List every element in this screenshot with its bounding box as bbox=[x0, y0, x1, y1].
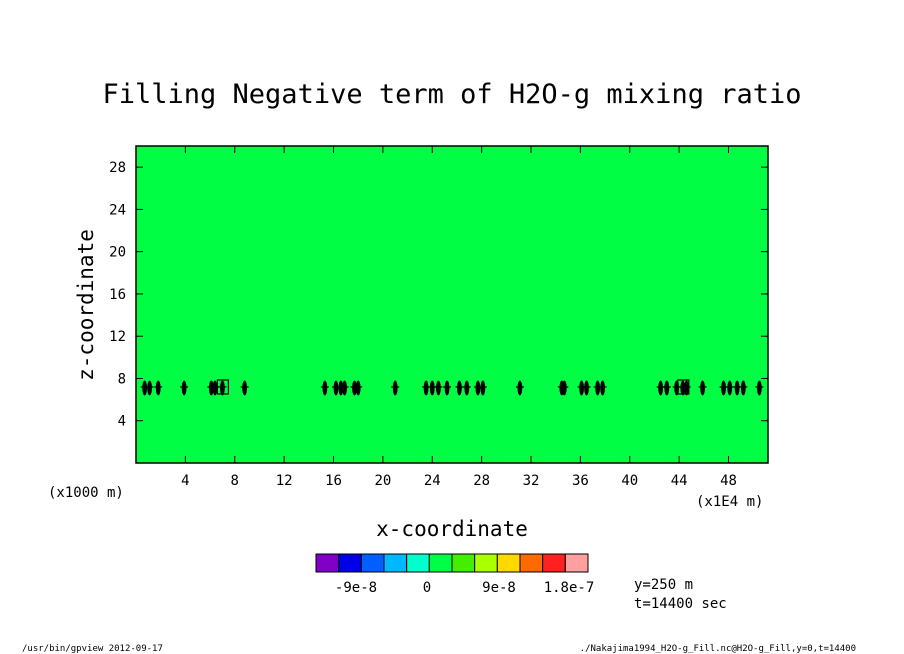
time-annotation: t=14400 sec bbox=[634, 596, 727, 612]
negative-marker bbox=[352, 380, 357, 396]
negative-marker bbox=[561, 380, 567, 396]
negative-marker bbox=[464, 380, 470, 396]
x-tick-label: 36 bbox=[572, 473, 589, 489]
negative-marker bbox=[423, 380, 429, 396]
negative-marker bbox=[684, 380, 689, 396]
y-tick-label: 20 bbox=[109, 245, 126, 261]
negative-marker bbox=[444, 380, 450, 396]
negative-marker bbox=[680, 380, 686, 396]
colorbar-label: 9e-8 bbox=[482, 580, 516, 596]
negative-marker-box bbox=[677, 379, 690, 395]
negative-marker-box bbox=[216, 379, 230, 395]
x-tick-label: 16 bbox=[325, 473, 342, 489]
marker-group bbox=[140, 379, 764, 396]
x-unit-label: (x1E4 m) bbox=[696, 494, 763, 510]
colorbar-cell bbox=[474, 553, 498, 573]
y-slice-annotation: y=250 m bbox=[634, 577, 693, 593]
negative-marker bbox=[658, 380, 664, 396]
colorbar-label: 1.8e-7 bbox=[544, 580, 595, 596]
negative-marker bbox=[517, 380, 523, 396]
negative-marker bbox=[333, 380, 339, 396]
y-axis: 4 8 12 16 20 24 28 bbox=[109, 160, 768, 430]
negative-marker bbox=[700, 380, 705, 396]
colorbar-cell bbox=[428, 553, 453, 573]
y-unit-label: (x1000 m) bbox=[48, 485, 124, 501]
colorbar bbox=[315, 553, 589, 573]
negative-marker bbox=[208, 380, 214, 396]
negative-marker bbox=[338, 380, 344, 396]
negative-marker bbox=[480, 380, 486, 396]
colorbar-labels: -9e-8 0 9e-8 1.8e-7 bbox=[335, 580, 594, 596]
footer-right: ./Nakajima1994_H2O-g_Fill.nc@H2O-g_Fill,… bbox=[580, 644, 856, 654]
y-tick-label: 16 bbox=[109, 287, 126, 303]
negative-marker bbox=[355, 380, 361, 396]
negative-marker bbox=[664, 380, 670, 396]
colorbar-cell bbox=[338, 553, 362, 573]
y-tick-label: 12 bbox=[109, 329, 126, 345]
colorbar-cell bbox=[383, 553, 408, 573]
negative-marker bbox=[322, 380, 328, 396]
colorbar-cell bbox=[564, 553, 589, 573]
x-tick-label: 44 bbox=[671, 473, 688, 489]
colorbar-cell bbox=[542, 553, 566, 573]
negative-marker bbox=[595, 380, 601, 396]
plot-area bbox=[135, 145, 769, 464]
negative-marker bbox=[475, 380, 481, 396]
x-tick-label: 28 bbox=[473, 473, 490, 489]
negative-marker bbox=[721, 380, 726, 396]
negative-marker bbox=[756, 380, 762, 396]
x-tick-label: 24 bbox=[424, 473, 441, 489]
colorbar-cell bbox=[496, 553, 521, 573]
colorbar-cell bbox=[315, 553, 340, 573]
x-tick-label: 20 bbox=[374, 473, 391, 489]
colorbar-label: -9e-8 bbox=[335, 580, 377, 596]
y-tick-label: 28 bbox=[109, 160, 126, 176]
y-tick-label: 8 bbox=[118, 371, 126, 387]
negative-marker bbox=[579, 380, 585, 396]
y-tick-label: 4 bbox=[118, 414, 126, 430]
colorbar-cell bbox=[406, 553, 430, 573]
negative-marker bbox=[457, 380, 462, 396]
negative-marker bbox=[212, 380, 218, 396]
negative-marker bbox=[242, 380, 248, 396]
negative-marker bbox=[392, 380, 398, 396]
negative-marker bbox=[727, 380, 733, 396]
y-tick-label: 24 bbox=[109, 202, 126, 218]
negative-marker bbox=[734, 380, 740, 396]
colorbar-cell bbox=[451, 553, 476, 573]
negative-marker bbox=[584, 380, 589, 396]
negative-marker bbox=[436, 380, 441, 396]
x-tick-label: 4 bbox=[181, 473, 189, 489]
negative-marker bbox=[342, 380, 348, 396]
negative-marker bbox=[181, 380, 187, 396]
x-tick-label: 40 bbox=[621, 473, 638, 489]
chart-title: Filling Negative term of H2O-g mixing ra… bbox=[103, 79, 802, 110]
negative-marker bbox=[740, 380, 746, 396]
colorbar-cell bbox=[519, 553, 544, 573]
x-axis-label: x-coordinate bbox=[376, 517, 528, 541]
x-axis: 4 8 12 16 20 24 28 32 36 40 44 48 bbox=[181, 146, 737, 489]
negative-marker bbox=[155, 380, 161, 396]
x-tick-label: 48 bbox=[720, 473, 737, 489]
footer-left: /usr/bin/gpview 2012-09-17 bbox=[22, 644, 163, 654]
colorbar-cell bbox=[360, 553, 385, 573]
negative-marker bbox=[142, 380, 148, 396]
negative-marker bbox=[147, 380, 152, 396]
y-axis-label: z-coordinate bbox=[74, 229, 98, 381]
negative-marker bbox=[429, 380, 435, 396]
x-tick-label: 12 bbox=[276, 473, 293, 489]
x-tick-label: 8 bbox=[231, 473, 239, 489]
negative-marker bbox=[600, 380, 605, 396]
negative-marker bbox=[220, 380, 225, 396]
colorbar-label: 0 bbox=[423, 580, 431, 596]
x-tick-label: 32 bbox=[523, 473, 540, 489]
